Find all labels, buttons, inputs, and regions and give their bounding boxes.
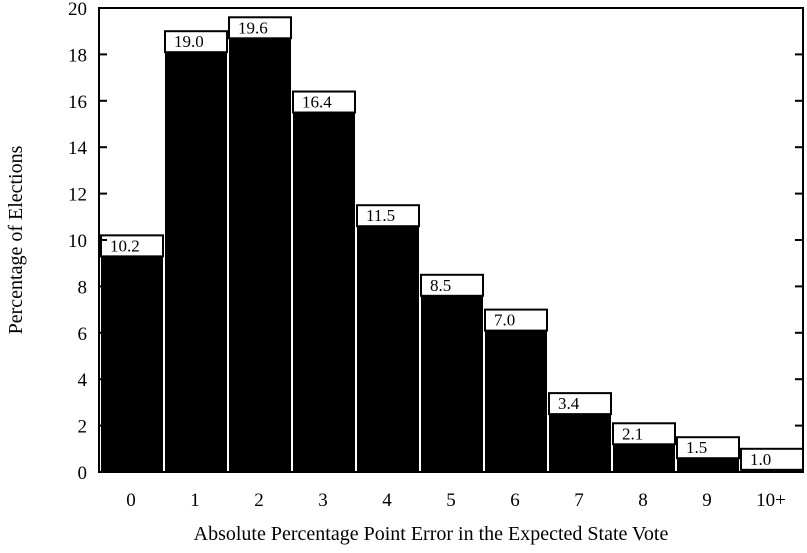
bar-label-box-6 xyxy=(484,308,548,332)
bar-label-box-0 xyxy=(100,234,164,258)
bar-label-box-7 xyxy=(548,392,612,416)
data-label-5: 8.5 xyxy=(430,276,451,295)
x-tick-label-6: 6 xyxy=(510,490,520,511)
y-tick-label-8: 8 xyxy=(78,277,88,298)
y-tick-label-0: 0 xyxy=(78,463,88,484)
bar-1 xyxy=(165,52,227,472)
y-tick-label-16: 16 xyxy=(68,92,87,113)
y-tick-label-20: 20 xyxy=(68,0,87,20)
y-tick-label-2: 2 xyxy=(78,417,88,438)
x-tick-label-4: 4 xyxy=(382,490,392,511)
y-tick-label-14: 14 xyxy=(68,138,88,159)
data-label-4: 11.5 xyxy=(366,206,395,225)
bar-0 xyxy=(101,256,163,472)
x-tick-label-10+: 10+ xyxy=(756,490,786,511)
bar-label-box-3 xyxy=(292,90,356,114)
data-label-1: 19.0 xyxy=(174,32,204,51)
bar-3 xyxy=(293,112,355,473)
bar-2 xyxy=(229,38,291,472)
bar-label-box-9 xyxy=(676,436,740,460)
y-tick-label-10: 10 xyxy=(68,231,87,252)
bar-label-box-2 xyxy=(228,16,292,40)
data-label-3: 16.4 xyxy=(302,93,332,112)
bar-label-box-5 xyxy=(420,273,484,297)
data-label-10+: 1.0 xyxy=(750,450,771,469)
bar-4 xyxy=(357,226,419,472)
y-tick-label-12: 12 xyxy=(68,185,87,206)
bar-10+ xyxy=(741,469,803,472)
x-tick-label-5: 5 xyxy=(446,490,456,511)
data-label-6: 7.0 xyxy=(494,311,515,330)
x-tick-label-8: 8 xyxy=(638,490,648,511)
bar-label-box-4 xyxy=(356,204,420,228)
y-ticks-layer: 0 2 4 6 8 10 12 14 16 18 20 xyxy=(68,0,803,484)
x-tick-label-7: 7 xyxy=(574,490,584,511)
x-tick-label-3: 3 xyxy=(318,490,328,511)
data-label-8: 2.1 xyxy=(622,424,643,443)
bar-5 xyxy=(421,295,483,472)
bar-7 xyxy=(549,414,611,472)
y-axis-title: Percentage of Elections xyxy=(5,145,27,334)
x-tick-label-9: 9 xyxy=(702,490,712,511)
x-tick-label-0: 0 xyxy=(126,490,136,511)
bar-6 xyxy=(485,330,547,472)
x-tick-label-1: 1 xyxy=(190,490,200,511)
bars-layer: 10.2 19.0 19.6 16.4 11.5 8.5 7.0 3.4 2.1 1.5 1.0 xyxy=(100,16,804,473)
data-label-2: 19.6 xyxy=(238,18,268,37)
x-ticks-layer: 0 1 2 3 4 5 6 7 8 9 10+ xyxy=(126,490,786,511)
x-axis-title: Absolute Percentage Point Error in the E… xyxy=(194,523,669,545)
bar-label-box-1 xyxy=(164,30,228,54)
y-tick-label-18: 18 xyxy=(68,45,87,66)
data-label-7: 3.4 xyxy=(558,394,580,413)
y-tick-label-4: 4 xyxy=(78,370,88,391)
data-label-9: 1.5 xyxy=(686,438,707,457)
y-tick-label-6: 6 xyxy=(78,324,88,345)
bar-8 xyxy=(613,444,675,472)
x-tick-label-2: 2 xyxy=(254,490,264,511)
bar-9 xyxy=(677,458,739,472)
bar-label-box-8 xyxy=(612,422,676,446)
data-label-0: 10.2 xyxy=(110,236,140,255)
